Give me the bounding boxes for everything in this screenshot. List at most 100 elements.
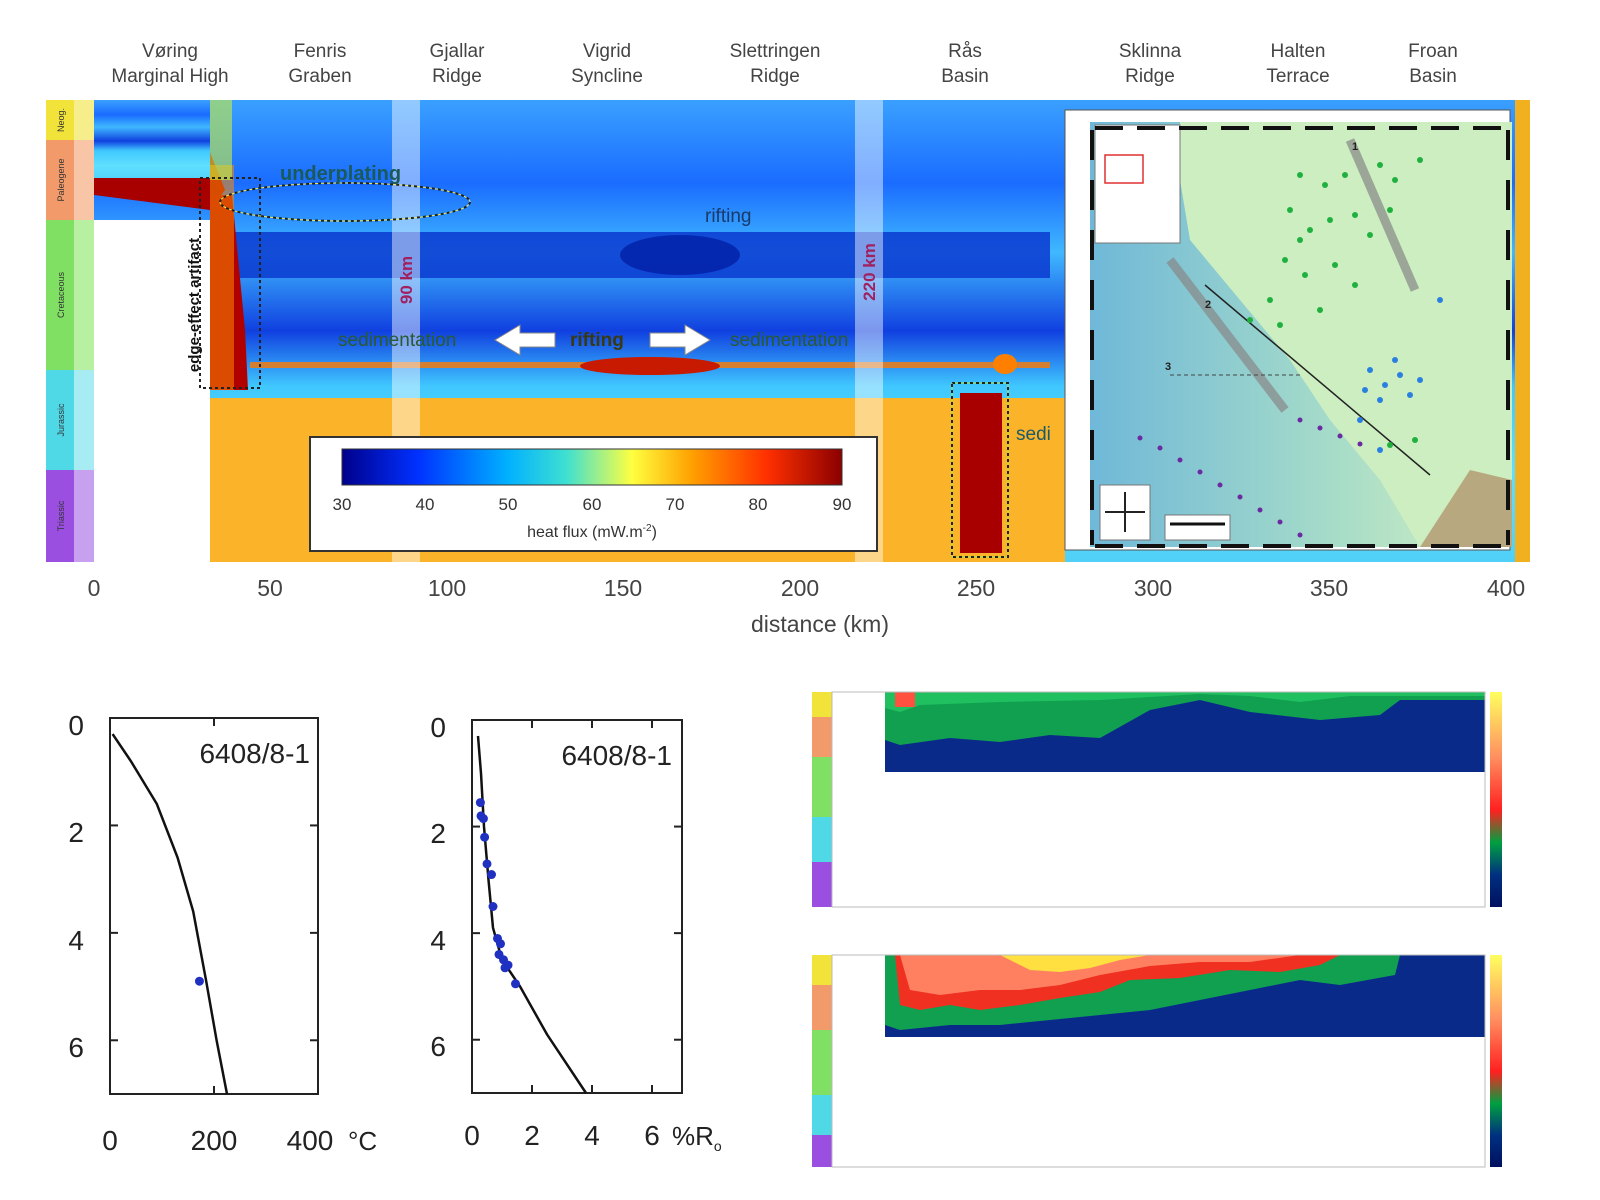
vr-xtick-1: 2 (524, 1120, 540, 1151)
region-label-4b: Syncline (571, 66, 643, 87)
temp-chart-ticks (109, 717, 319, 1094)
region-label-8: Halten (1271, 41, 1326, 62)
region-label-4: Vigrid (583, 41, 631, 62)
label-sed-partial: sedi (1016, 424, 1051, 445)
underplating-anomaly (94, 152, 225, 210)
temp-data-points (194, 976, 204, 986)
label-edge-effect: edge-effect artifact (186, 238, 203, 372)
strat-label-triassic: Triassic (56, 500, 66, 531)
region-label-6: Rås (948, 41, 982, 62)
distance-tick-4: 200 (781, 575, 819, 601)
arrow-right-icon (649, 324, 711, 356)
colorbar-tick-3: 60 (583, 495, 602, 514)
region-titles: Vøring Marginal High Fenris Graben Gjall… (111, 41, 1457, 87)
map-line-label-1: 1 (1352, 141, 1358, 153)
strat-column: Neog. Paleogene Cretaceous Jurassic Tria… (46, 100, 94, 562)
label-underplating: underplating (280, 163, 401, 185)
colorbar-tick-1: 40 (416, 495, 435, 514)
distance-tick-1: 50 (257, 575, 283, 601)
temp-xtick-1: 200 (191, 1125, 238, 1156)
vr-data-point (503, 960, 513, 970)
temp-xtick-0: 0 (102, 1125, 118, 1156)
colorbar-tick-0: 30 (333, 495, 352, 514)
temp-ytick-2: 4 (68, 925, 84, 956)
arrow-left-icon (494, 324, 556, 356)
vr-plot-frame (471, 719, 683, 1094)
distance-tick-7: 350 (1310, 575, 1348, 601)
temp-data-point (194, 976, 204, 986)
colorbar-tick-6: 90 (833, 495, 852, 514)
ras-basin-anomaly (960, 393, 1002, 553)
region-label-7: Sklinna (1119, 41, 1182, 62)
distance-axis-label: distance (km) (751, 611, 889, 637)
vr-data-point (475, 798, 485, 808)
region-label-7b: Ridge (1125, 66, 1175, 87)
vr-ytick-3: 6 (430, 1031, 446, 1062)
vr-chart-title: 6408/8-1 (561, 740, 672, 771)
maturity-section-bottom (812, 954, 1502, 1168)
maturity-top-green-zone (885, 692, 1485, 745)
region-label-6b: Basin (941, 66, 989, 87)
vr-data-point (482, 859, 492, 869)
distance-tick-8: 400 (1487, 575, 1525, 601)
colorbar-tick-4: 70 (666, 495, 685, 514)
colorbar-tick-2: 50 (499, 495, 518, 514)
map-line-label-2: 2 (1205, 299, 1211, 311)
strat-triassic (46, 470, 74, 562)
strat-label-neogene: Neog. (56, 108, 66, 132)
colorbar-title: heat flux (mW.m-2) (527, 523, 657, 541)
heat-flux-colorbar: 30 40 50 60 70 80 90 heat flux (mW.m-2) (309, 436, 878, 552)
label-sedimentation-right: sedimentation (730, 330, 848, 351)
temp-ytick-3: 6 (68, 1032, 84, 1063)
temp-xtick-2: 400 (287, 1125, 334, 1156)
vr-data-point (480, 832, 490, 842)
vr-xtick-2: 4 (584, 1120, 600, 1151)
strat-label-cretaceous: Cretaceous (56, 271, 66, 318)
vr-data-points (475, 798, 520, 989)
strat-cretaceous (46, 220, 74, 370)
map-profile-line-1 (1345, 138, 1420, 292)
colorbar-gradient (341, 448, 843, 486)
temp-model-line (111, 733, 229, 1095)
vr-xtick-3: 6 (644, 1120, 660, 1151)
distance-tick-3: 150 (604, 575, 642, 601)
vr-data-point (496, 939, 505, 949)
map-line-label-3: 3 (1165, 361, 1171, 373)
region-label-9b: Basin (1409, 66, 1457, 87)
region-label-2b: Graben (288, 66, 351, 87)
temp-ytick-0: 0 (68, 710, 84, 741)
label-rifting-mid: rifting (570, 330, 624, 351)
label-rifting-upper: rifting (705, 206, 751, 227)
label-sedimentation-left: sedimentation (338, 330, 456, 351)
vr-xtick-0: 0 (464, 1120, 480, 1151)
region-label-2: Fenris (294, 41, 347, 62)
vr-data-point (511, 979, 520, 989)
strat-neogene (46, 100, 74, 140)
distance-tick-2: 100 (428, 575, 466, 601)
region-label-9: Froan (1408, 41, 1458, 62)
vr-data-point (488, 902, 498, 911)
strat-label-paleogene: Paleogene (56, 158, 66, 201)
maturity-section-top (812, 691, 1502, 908)
rifting-anomaly (580, 357, 720, 375)
distance-tick-5: 250 (957, 575, 995, 601)
strat-label-jurassic: Jurassic (56, 403, 66, 437)
region-label-1: Vøring (142, 41, 198, 62)
vr-ytick-0: 0 (430, 712, 446, 743)
region-label-5: Slettringen (730, 41, 821, 62)
vr-data-point (478, 814, 488, 824)
map-inset: 1 2 3 (1064, 109, 1512, 551)
vr-data-point (487, 870, 496, 880)
temp-ytick-1: 2 (68, 817, 84, 848)
vr-x-unit: %Ro (672, 1121, 722, 1154)
region-label-3: Gjallar (430, 41, 486, 62)
label-220km: 220 km (860, 243, 879, 301)
vr-ytick-1: 2 (430, 818, 446, 849)
temp-plot-frame (109, 717, 319, 1095)
colorbar-tick-5: 80 (749, 495, 768, 514)
vr-chart-ticks (471, 719, 682, 1093)
vr-ytick-2: 4 (430, 925, 446, 956)
region-label-1b: Marginal High (111, 66, 228, 87)
region-label-8b: Terrace (1266, 66, 1329, 87)
